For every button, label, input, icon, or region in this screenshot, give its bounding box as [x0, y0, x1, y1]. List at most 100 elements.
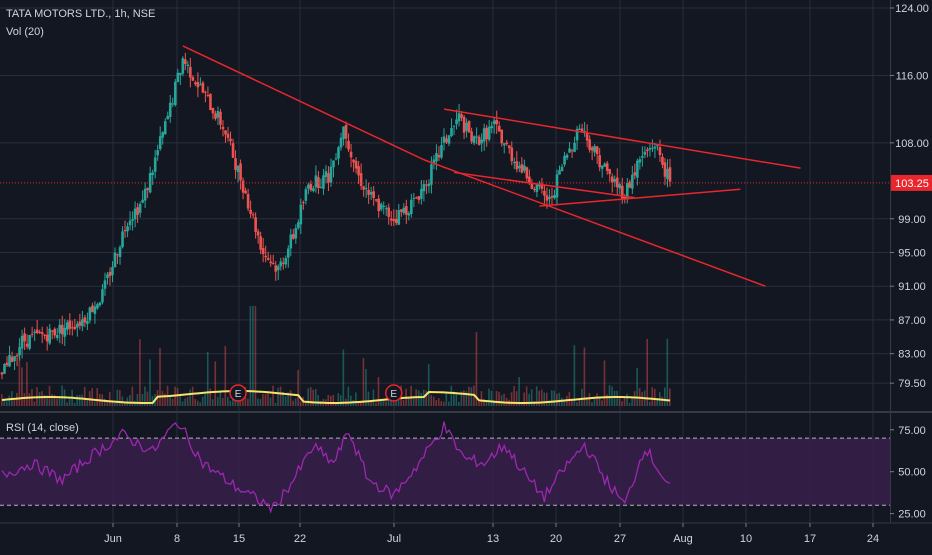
candle-up[interactable] [28, 335, 31, 349]
candle-up[interactable] [297, 222, 300, 229]
candle-up[interactable] [181, 58, 185, 74]
candle-up[interactable] [638, 159, 642, 163]
candle-up[interactable] [93, 306, 97, 314]
candle-down[interactable] [661, 156, 664, 165]
candle-down[interactable] [590, 147, 594, 151]
candle-down[interactable] [367, 190, 370, 195]
candle-down[interactable] [327, 173, 330, 183]
candle-down[interactable] [204, 91, 207, 93]
candle-down[interactable] [658, 147, 662, 156]
candle-up[interactable] [307, 184, 310, 189]
candle-down[interactable] [194, 82, 197, 85]
candle-up[interactable] [560, 166, 564, 172]
candle-up[interactable] [420, 188, 423, 199]
candle-up[interactable] [452, 125, 456, 127]
candle-up[interactable] [490, 125, 493, 129]
candle-up[interactable] [236, 165, 240, 173]
candle-up[interactable] [101, 289, 104, 303]
candle-up[interactable] [20, 335, 24, 349]
candle-down[interactable] [500, 129, 504, 144]
candle-down[interactable] [234, 158, 237, 171]
candle-up[interactable] [455, 119, 458, 125]
candle-up[interactable] [55, 334, 59, 338]
candle-down[interactable] [387, 207, 391, 217]
candle-down[interactable] [415, 197, 418, 199]
trendline-lower-channel[interactable] [423, 159, 766, 287]
candle-up[interactable] [276, 266, 280, 271]
candle-up[interactable] [86, 321, 89, 324]
candle-up[interactable] [432, 159, 436, 164]
candle-down[interactable] [646, 149, 649, 152]
candle-down[interactable] [515, 161, 519, 170]
candle-up[interactable] [153, 157, 157, 172]
candle-down[interactable] [269, 261, 273, 264]
candle-down[interactable] [377, 198, 380, 212]
candle-down[interactable] [196, 81, 200, 88]
candle-up[interactable] [339, 137, 343, 148]
candle-down[interactable] [209, 93, 212, 110]
candle-up[interactable] [641, 156, 644, 158]
candle-down[interactable] [615, 177, 619, 188]
candle-down[interactable] [60, 324, 64, 335]
candle-down[interactable] [543, 190, 546, 196]
candle-up[interactable] [299, 204, 303, 225]
candle-down[interactable] [191, 77, 195, 81]
candle-down[interactable] [580, 128, 584, 132]
candle-up[interactable] [457, 113, 461, 122]
candle-down[interactable] [595, 146, 599, 154]
candle-down[interactable] [73, 326, 77, 330]
candle-up[interactable] [430, 164, 433, 185]
candle-up[interactable] [18, 347, 21, 356]
candle-up[interactable] [578, 128, 581, 130]
candle-down[interactable] [201, 82, 205, 93]
candle-down[interactable] [254, 217, 257, 232]
candle-up[interactable] [141, 199, 144, 203]
candle-up[interactable] [651, 147, 654, 149]
candle-up[interactable] [407, 213, 411, 216]
candle-up[interactable] [450, 127, 453, 137]
candle-up[interactable] [472, 136, 476, 144]
candle-up[interactable] [106, 274, 109, 279]
candle-up[interactable] [158, 136, 162, 150]
candle-up[interactable] [565, 154, 569, 158]
candle-up[interactable] [63, 327, 67, 337]
candle-up[interactable] [111, 266, 114, 276]
candle-down[interactable] [347, 140, 350, 150]
candle-up[interactable] [513, 162, 516, 164]
candle-down[interactable] [497, 125, 501, 132]
candle-down[interactable] [15, 355, 19, 357]
candle-up[interactable] [502, 143, 506, 146]
candle-up[interactable] [128, 220, 132, 226]
candle-down[interactable] [184, 59, 187, 65]
candle-down[interactable] [344, 124, 348, 139]
candle-down[interactable] [588, 139, 591, 150]
candle-up[interactable] [600, 165, 604, 169]
candle-up[interactable] [304, 189, 308, 201]
candle-down[interactable] [302, 202, 305, 204]
candle-up[interactable] [364, 188, 368, 190]
candle-down[interactable] [91, 305, 94, 313]
candle-up[interactable] [126, 226, 129, 232]
candle-up[interactable] [161, 132, 165, 138]
candle-down[interactable] [405, 206, 408, 215]
candle-up[interactable] [33, 331, 36, 333]
candle-down[interactable] [399, 209, 403, 212]
earnings-marker[interactable] [385, 384, 403, 402]
candle-down[interactable] [83, 317, 87, 323]
candle-down[interactable] [108, 272, 112, 277]
candle-up[interactable] [76, 323, 79, 328]
candle-down[interactable] [256, 231, 260, 236]
candle-down[interactable] [359, 173, 363, 186]
candle-down[interactable] [0, 372, 4, 375]
candle-up[interactable] [518, 165, 521, 169]
candle-up[interactable] [555, 174, 559, 198]
candle-up[interactable] [568, 148, 571, 153]
candle-up[interactable] [487, 126, 491, 140]
candle-up[interactable] [199, 84, 202, 86]
candle-up[interactable] [656, 145, 659, 147]
candle-up[interactable] [118, 247, 122, 258]
candle-down[interactable] [585, 133, 589, 141]
candle-down[interactable] [530, 183, 534, 189]
candle-up[interactable] [442, 136, 446, 143]
candle-down[interactable] [362, 186, 365, 190]
